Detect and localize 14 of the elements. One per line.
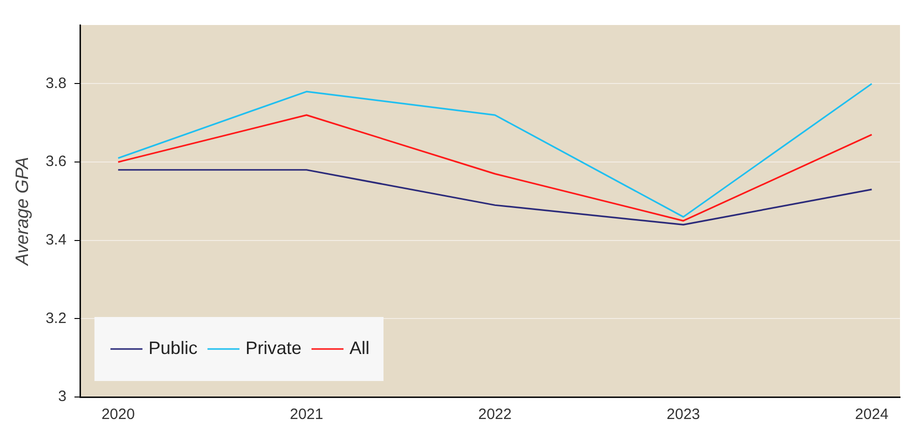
legend-label: Private	[245, 338, 302, 358]
legend-label: Public	[148, 338, 198, 358]
x-tick-label: 2022	[478, 406, 512, 424]
y-tick-label: 3.6	[46, 153, 66, 170]
y-tick-label: 3	[58, 388, 66, 406]
x-tick-label: 2021	[290, 406, 324, 424]
y-tick-label: 3.4	[46, 232, 66, 249]
y-axis-title: Average GPA	[12, 156, 32, 266]
y-tick-label: 3.8	[46, 74, 66, 92]
x-tick-label: 2020	[101, 406, 135, 424]
x-tick-label: 2023	[666, 406, 700, 424]
x-tick-label: 2024	[855, 406, 888, 424]
y-tick-label: 3.2	[46, 310, 66, 327]
legend-label: All	[350, 338, 370, 358]
